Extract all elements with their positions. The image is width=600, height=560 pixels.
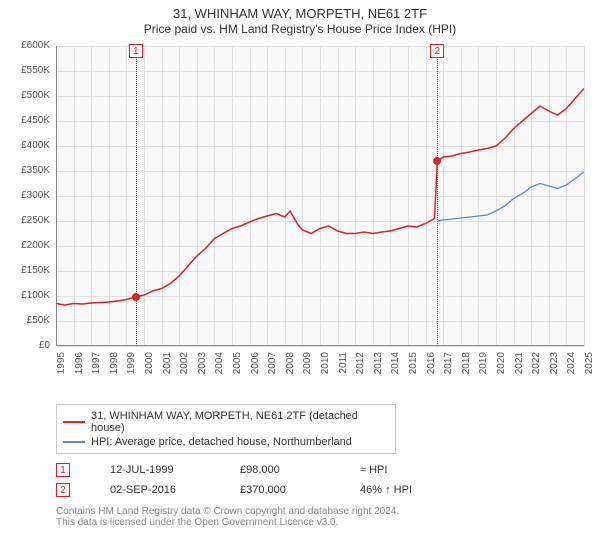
x-axis-label: 1999 <box>126 352 137 392</box>
sale-vs-hpi: ≈ HPI <box>360 464 387 476</box>
x-axis-label: 2016 <box>426 352 437 392</box>
legend-swatch <box>63 441 85 443</box>
x-axis-label: 2010 <box>320 352 331 392</box>
x-axis-label: 2001 <box>162 352 173 392</box>
sale-row-marker: 2 <box>56 483 70 497</box>
series-hpi <box>437 172 584 221</box>
y-axis-label: £100K <box>10 290 50 301</box>
x-axis-label: 1996 <box>74 352 85 392</box>
legend-label: HPI: Average price, detached house, Nort… <box>91 436 352 448</box>
x-axis-label: 2013 <box>373 352 384 392</box>
x-axis-label: 2025 <box>584 352 595 392</box>
y-axis-label: £200K <box>10 240 50 251</box>
x-axis-label: 2012 <box>355 352 366 392</box>
x-axis-label: 2021 <box>514 352 525 392</box>
x-axis-label: 2000 <box>144 352 155 392</box>
sale-price: £98,000 <box>240 464 320 476</box>
x-axis-label: 2015 <box>408 352 419 392</box>
sale-marker-line <box>136 46 137 346</box>
x-axis-label: 2005 <box>232 352 243 392</box>
x-axis-label: 2006 <box>250 352 261 392</box>
sale-marker-line <box>437 46 438 346</box>
x-axis-label: 2014 <box>390 352 401 392</box>
y-axis-label: £250K <box>10 215 50 226</box>
x-axis-label: 1995 <box>56 352 67 392</box>
y-axis-label: £500K <box>10 90 50 101</box>
x-axis-label: 2011 <box>338 352 349 392</box>
sales-table: 1 12-JUL-1999 £98,000 ≈ HPI 2 02-SEP-2016 £370… <box>10 460 590 500</box>
y-axis-label: £0 <box>10 340 50 351</box>
sale-marker-dot <box>132 293 140 301</box>
grid-line-h <box>56 346 584 347</box>
footer-line-2: This data is licensed under the Open Gov… <box>56 517 590 528</box>
grid-line-v <box>584 46 585 346</box>
chart-area: £0 £50K £100K £150K £200K £250K £300K £350K £400… <box>10 40 590 400</box>
sale-price: £370,000 <box>240 484 320 496</box>
x-axis-label: 2019 <box>478 352 489 392</box>
legend-label: 31, WHINHAM WAY, MORPETH, NE61 2TF (deta… <box>91 410 389 434</box>
x-axis-label: 2009 <box>302 352 313 392</box>
x-axis-label: 2007 <box>267 352 278 392</box>
x-axis-label: 2022 <box>531 352 542 392</box>
legend-box: 31, WHINHAM WAY, MORPETH, NE61 2TF (deta… <box>56 404 396 454</box>
sale-vs-hpi: 46% ↑ HPI <box>360 484 412 496</box>
x-axis-label: 2023 <box>549 352 560 392</box>
x-axis-label: 2003 <box>197 352 208 392</box>
x-axis-label: 1998 <box>109 352 120 392</box>
chart-title: 31, WHINHAM WAY, MORPETH, NE61 2TF <box>10 6 590 21</box>
sale-date: 12-JUL-1999 <box>110 464 200 476</box>
legend-row: HPI: Average price, detached house, Nort… <box>63 435 389 449</box>
plot-region <box>56 46 584 346</box>
legend-swatch <box>63 421 85 423</box>
footer-line-1: Contains HM Land Registry data © Crown c… <box>56 506 590 517</box>
y-axis-label: £550K <box>10 65 50 76</box>
sale-row-marker: 1 <box>56 463 70 477</box>
x-axis-label: 2008 <box>285 352 296 392</box>
x-axis-label: 2020 <box>496 352 507 392</box>
chart-container: 31, WHINHAM WAY, MORPETH, NE61 2TF Price… <box>0 0 600 536</box>
x-axis-label: 2002 <box>179 352 190 392</box>
y-axis-label: £350K <box>10 165 50 176</box>
x-axis-label: 2017 <box>443 352 454 392</box>
x-axis-label: 2004 <box>214 352 225 392</box>
sale-marker-box: 1 <box>129 44 143 58</box>
x-axis-label: 2018 <box>461 352 472 392</box>
y-axis-label: £450K <box>10 115 50 126</box>
chart-subtitle: Price paid vs. HM Land Registry's House … <box>10 22 590 36</box>
legend-row: 31, WHINHAM WAY, MORPETH, NE61 2TF (deta… <box>63 409 389 435</box>
sale-row: 2 02-SEP-2016 £370,000 46% ↑ HPI <box>10 480 590 500</box>
x-axis-label: 2024 <box>566 352 577 392</box>
y-axis-label: £400K <box>10 140 50 151</box>
sale-date: 02-SEP-2016 <box>110 484 200 496</box>
footer-attribution: Contains HM Land Registry data © Crown c… <box>10 500 590 528</box>
sale-marker-dot <box>433 157 441 165</box>
sale-marker-box: 2 <box>430 44 444 58</box>
y-axis-label: £600K <box>10 40 50 51</box>
y-axis-label: £50K <box>10 315 50 326</box>
y-axis-label: £300K <box>10 190 50 201</box>
x-axis-label: 1997 <box>91 352 102 392</box>
y-axis-label: £150K <box>10 265 50 276</box>
sale-row: 1 12-JUL-1999 £98,000 ≈ HPI <box>10 460 590 480</box>
